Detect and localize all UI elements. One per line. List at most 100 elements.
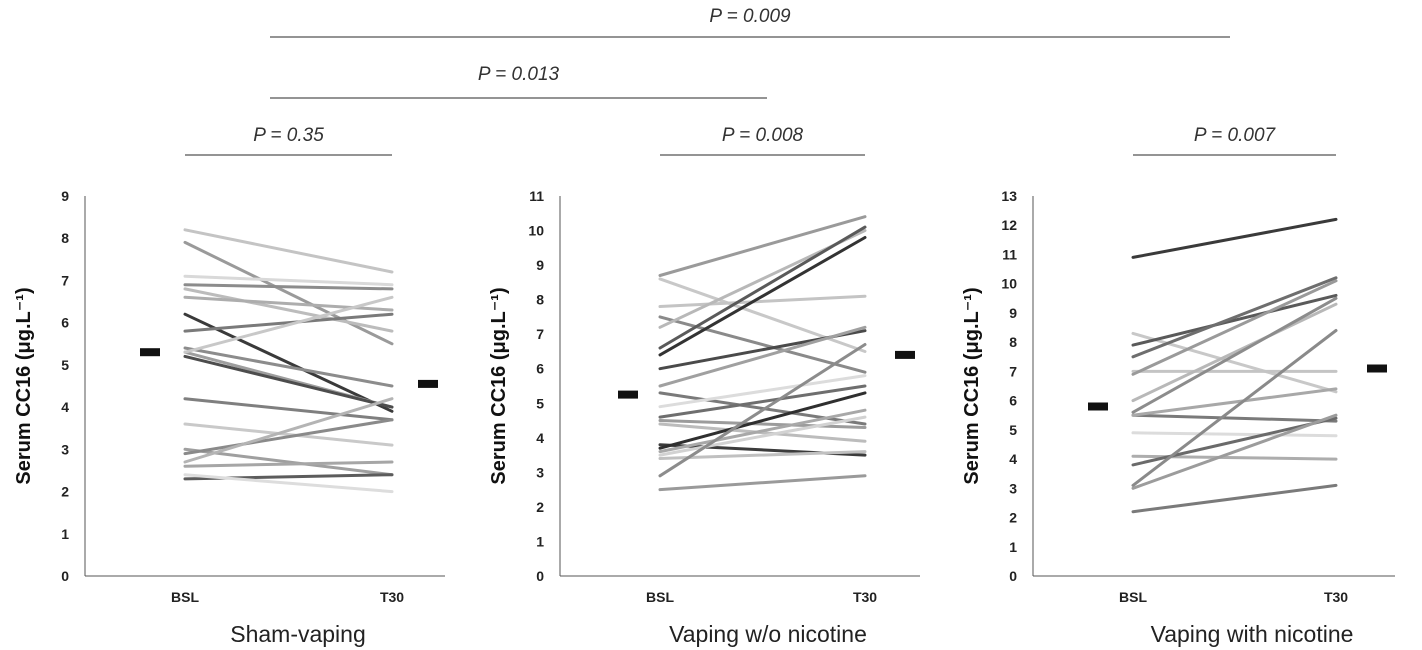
- y-tick-label: 13: [1001, 188, 1017, 204]
- mean-marker-t30: [895, 350, 915, 359]
- subject-line: [1131, 329, 1338, 487]
- comparison-p-value: P = 0.013: [478, 64, 560, 85]
- mean-marker-bsl: [1088, 402, 1108, 411]
- subject-line: [658, 450, 867, 460]
- y-tick-label: 0: [61, 568, 69, 584]
- subject-line: [658, 225, 867, 350]
- subject-line: [1131, 483, 1338, 514]
- subject-line: [1131, 387, 1338, 417]
- y-tick-label: 3: [536, 464, 544, 480]
- subject-line: [658, 374, 867, 409]
- x-tick-label-bsl: BSL: [646, 589, 674, 605]
- y-tick-label: 1: [1009, 539, 1017, 555]
- subject-line: [658, 236, 867, 357]
- mean-marker-t30: [1367, 364, 1387, 373]
- y-tick-label: 7: [61, 272, 69, 288]
- y-axis-label: Serum CC16 (μg.L⁻¹): [13, 287, 35, 484]
- subject-line: [658, 215, 867, 277]
- subject-line: [658, 408, 867, 454]
- panel-p-value: P = 0.008: [722, 125, 804, 146]
- subject-line: [1131, 431, 1338, 438]
- subject-line: [183, 228, 394, 274]
- subject-line: [658, 391, 867, 450]
- panel-p-value: P = 0.35: [253, 125, 324, 146]
- subject-line: [658, 343, 867, 478]
- subject-line: [183, 418, 394, 456]
- panel-p-value: P = 0.007: [1194, 125, 1277, 146]
- subject-line: [1131, 217, 1338, 259]
- subject-line: [183, 295, 394, 354]
- y-tick-label: 8: [1009, 334, 1017, 350]
- subject-line: [183, 312, 394, 333]
- subject-line: [183, 447, 394, 477]
- y-tick-label: 8: [61, 230, 69, 246]
- panel-title: Sham-vaping: [230, 621, 366, 647]
- y-tick-label: 11: [1002, 246, 1017, 262]
- x-tick-label-bsl: BSL: [1119, 589, 1147, 605]
- subject-line: [1131, 293, 1338, 347]
- subject-line: [183, 473, 394, 494]
- y-tick-label: 12: [1001, 217, 1017, 233]
- y-tick-label: 8: [536, 292, 544, 308]
- subject-line: [1131, 276, 1338, 359]
- subject-line: [658, 422, 867, 443]
- subject-line: [658, 277, 867, 353]
- y-tick-label: 1: [536, 533, 544, 549]
- subject-line: [183, 283, 394, 291]
- subject-line: [183, 346, 394, 388]
- subject-line: [658, 325, 867, 388]
- x-tick-label-bsl: BSL: [171, 589, 199, 605]
- x-tick-label-t30: T30: [853, 589, 877, 605]
- subject-line: [1131, 413, 1338, 423]
- y-tick-label: 2: [536, 499, 544, 515]
- x-tick-label-t30: T30: [1324, 589, 1348, 605]
- subject-line: [1131, 279, 1338, 376]
- y-tick-label: 3: [1009, 480, 1017, 496]
- y-tick-label: 5: [1009, 422, 1017, 438]
- y-tick-label: 5: [61, 357, 69, 373]
- y-tick-label: 9: [1009, 305, 1017, 321]
- subject-line: [658, 415, 867, 457]
- subject-line: [1131, 302, 1338, 403]
- y-tick-label: 10: [528, 223, 544, 239]
- subject-line: [658, 474, 867, 492]
- y-tick-label: 0: [536, 568, 544, 584]
- mean-marker-bsl: [140, 348, 160, 357]
- y-axis-label: Serum CC16 (μg.L⁻¹): [961, 287, 983, 484]
- y-tick-label: 4: [536, 430, 544, 446]
- comparison-p-value: P = 0.009: [709, 6, 791, 27]
- y-tick-label: 11: [529, 188, 544, 204]
- panel-title: Vaping w/o nicotine: [669, 621, 867, 647]
- subject-line: [183, 312, 394, 413]
- subject-line: [183, 397, 394, 422]
- subject-line: [1131, 296, 1338, 414]
- subject-line: [183, 397, 394, 464]
- subject-line: [658, 419, 867, 429]
- x-tick-label-t30: T30: [380, 589, 404, 605]
- mean-marker-bsl: [618, 390, 638, 399]
- subject-line: [1131, 413, 1338, 490]
- subject-line: [183, 240, 394, 346]
- y-tick-label: 2: [1009, 510, 1017, 526]
- y-tick-label: 6: [536, 361, 544, 377]
- y-tick-label: 4: [1009, 451, 1017, 467]
- y-tick-label: 10: [1001, 276, 1017, 292]
- subject-line: [658, 294, 867, 308]
- y-tick-label: 2: [61, 484, 69, 500]
- subject-line: [183, 274, 394, 287]
- y-tick-label: 6: [61, 315, 69, 331]
- mean-marker-t30: [418, 379, 438, 388]
- y-tick-label: 4: [61, 399, 69, 415]
- y-tick-label: 9: [61, 188, 69, 204]
- subject-line: [183, 295, 394, 312]
- y-tick-label: 0: [1009, 568, 1017, 584]
- subject-line: [658, 384, 867, 419]
- y-tick-label: 7: [536, 326, 544, 342]
- subject-line: [1131, 331, 1338, 394]
- y-tick-label: 5: [536, 395, 544, 411]
- panel-title: Vaping with nicotine: [1151, 621, 1354, 647]
- y-axis-label: Serum CC16 (μg.L⁻¹): [488, 287, 510, 484]
- y-tick-label: 9: [536, 257, 544, 273]
- y-tick-label: 7: [1009, 363, 1017, 379]
